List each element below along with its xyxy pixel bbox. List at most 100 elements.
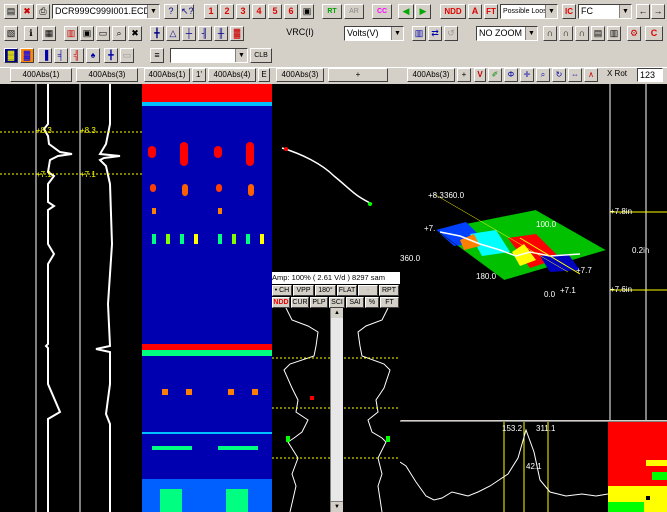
channel-tab-5[interactable]: 5 [268, 4, 282, 19]
color-map-button-1[interactable]: ▓ [4, 48, 18, 63]
flat-button[interactable]: FLAT [337, 285, 357, 296]
chart-type-button-3[interactable]: ╣ [70, 48, 84, 63]
ft-button[interactable]: FT [484, 4, 498, 19]
cur-button[interactable]: CUR [291, 297, 309, 308]
channel-tab-2[interactable]: 2 [220, 4, 234, 19]
tab-v[interactable]: V [474, 68, 486, 82]
cursor-tool-2[interactable]: △ [166, 26, 180, 41]
cursor-tool-3[interactable]: ┼ [182, 26, 196, 41]
ic-button[interactable]: IC [562, 4, 576, 19]
close-file-button[interactable]: ✖ [20, 4, 34, 19]
rt-button[interactable]: RT [322, 4, 342, 19]
zoom-select[interactable]: NO ZOOM ▼ [476, 26, 538, 41]
c-button[interactable]: C [645, 26, 663, 41]
cursor-tool-5[interactable]: ╫ [214, 26, 228, 41]
ft-toggle-button[interactable]: FT [380, 297, 399, 308]
percent-button[interactable]: % [365, 297, 379, 308]
screen-icon-button[interactable]: ▣ [300, 4, 314, 19]
a-button[interactable]: A [468, 4, 482, 19]
phi-icon[interactable]: Φ [504, 68, 518, 82]
cc-button[interactable]: CC [372, 4, 392, 19]
chart-type-button-6[interactable]: ▭ [120, 48, 134, 63]
scroll-down-button[interactable]: ▼ [331, 501, 343, 512]
settings-button[interactable]: ⚙ [627, 26, 641, 41]
tab-strip-1[interactable]: 400Abs(1) [10, 68, 72, 82]
list-button[interactable]: ≡ [150, 48, 164, 63]
sync-button[interactable]: ⇄ [428, 26, 442, 41]
ar-button[interactable]: AR [344, 4, 364, 19]
tab-lissajous-add[interactable]: + [328, 68, 388, 82]
channel-tab-6[interactable]: 6 [284, 4, 298, 19]
strip-chart-2: +8.3 +7.1 [76, 84, 143, 512]
chart-type-button-1[interactable]: ▐ [38, 48, 52, 63]
back-arrow-button[interactable]: ← [636, 4, 650, 19]
scroll-thumb[interactable] [331, 318, 343, 502]
channel-tab-4[interactable]: 4 [252, 4, 266, 19]
lissajous-scrollbar[interactable]: ▲ ▼ [330, 308, 343, 512]
chart-type-button-4[interactable]: ♠ [86, 48, 100, 63]
ndd-button[interactable]: NDD [440, 4, 466, 19]
info-button[interactable]: ℹ [24, 26, 38, 41]
clb-button[interactable]: CLB [250, 48, 272, 63]
file-select[interactable]: DCR999C999I001.ECD ▼ [52, 4, 160, 19]
tab-strip-2[interactable]: 400Abs(3) [76, 68, 138, 82]
magnify-icon[interactable]: ⌕ [112, 26, 126, 41]
search-icon[interactable]: ⌕ [536, 68, 550, 82]
ch-button[interactable]: • CH [272, 285, 292, 296]
vrc-button[interactable]: VRC(I) [286, 27, 314, 37]
color-map-button-2[interactable]: ▓ [20, 48, 34, 63]
disabled-option-button[interactable]: - [358, 285, 378, 296]
disabled-button[interactable]: ↺ [444, 26, 458, 41]
tab-c-scan-1b[interactable]: 1' [192, 68, 206, 82]
rotate-icon[interactable]: ↻ [552, 68, 566, 82]
pen-icon[interactable]: ✐ [488, 68, 502, 82]
probe-button-1[interactable]: ∩ [543, 26, 557, 41]
rotation-input[interactable]: 123 [637, 68, 663, 82]
context-help-button[interactable]: ↖? [180, 4, 194, 19]
tab-c-scan-2b[interactable]: E [258, 68, 270, 82]
probe-button-2[interactable]: ∩ [559, 26, 573, 41]
rotate-180-button[interactable]: 180° [315, 285, 336, 296]
tool-button-2[interactable]: ▭ [96, 26, 110, 41]
cursor-tool-6[interactable]: ▓ [230, 26, 244, 41]
forward-arrow-button[interactable]: → [651, 4, 665, 19]
next-arrow-button[interactable]: ▶ [415, 4, 431, 19]
view-select[interactable]: ▼ [170, 48, 248, 63]
chart-type-button-5[interactable]: ╋ [104, 48, 118, 63]
open-file-button[interactable]: ▤ [4, 4, 18, 19]
channel-tab-1[interactable]: 1 [204, 4, 218, 19]
rate-button[interactable]: ▥ [412, 26, 426, 41]
prev-arrow-button[interactable]: ◀ [398, 4, 414, 19]
flaw-type-select[interactable]: Possible Loose ▼ [500, 4, 558, 19]
probe-button-5[interactable]: ▥ [607, 26, 621, 41]
tab-3d-add[interactable]: + [457, 68, 471, 82]
sai-button[interactable]: SAI [346, 297, 364, 308]
tool-button-1[interactable]: ▣ [80, 26, 94, 41]
cursor-tool-4[interactable]: ╢ [198, 26, 212, 41]
channel-tab-3[interactable]: 3 [236, 4, 250, 19]
layout-button[interactable]: ▧ [4, 26, 18, 41]
move-icon[interactable]: ✛ [520, 68, 534, 82]
rpt-button[interactable]: RPT [379, 285, 399, 296]
probe-button-3[interactable]: ∩ [575, 26, 589, 41]
flip-icon[interactable]: ⇔ [568, 68, 582, 82]
vpp-button[interactable]: VPP [293, 285, 314, 296]
chart-button[interactable]: ▥ [64, 26, 78, 41]
cursor-tool-1[interactable]: ╋ [150, 26, 164, 41]
sci-button[interactable]: SCI [329, 297, 345, 308]
peak-icon[interactable]: ∧ [584, 68, 598, 82]
close-view-button[interactable]: ✖ [128, 26, 142, 41]
chart-type-button-2[interactable]: ╡ [54, 48, 68, 63]
print-button[interactable]: ⎙ [36, 4, 50, 19]
probe-button-4[interactable]: ▤ [591, 26, 605, 41]
volts-select[interactable]: Volts(V) ▼ [344, 26, 404, 41]
ic-select[interactable]: FC ▼ [578, 4, 632, 19]
ndd-toggle-button[interactable]: NDD [272, 297, 290, 308]
plp-button[interactable]: PLP [310, 297, 328, 308]
tab-lissajous[interactable]: 400Abs(3) [276, 68, 324, 82]
tab-3d-plot[interactable]: 400Abs(3) [407, 68, 455, 82]
tab-c-scan-1[interactable]: 400Abs(1) [144, 68, 190, 82]
tab-c-scan-2[interactable]: 400Abs(4) [208, 68, 256, 82]
save-button[interactable]: ▦ [42, 26, 56, 41]
help-button[interactable]: ? [164, 4, 178, 19]
